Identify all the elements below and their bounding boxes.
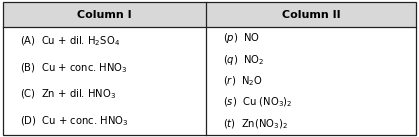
Text: (A)  Cu + dil. H$_2$SO$_4$: (A) Cu + dil. H$_2$SO$_4$: [20, 34, 120, 48]
Text: ($p$)  NO: ($p$) NO: [223, 31, 260, 45]
Bar: [206, 2, 416, 27]
Text: ($t$)  Zn(NO$_3$)$_2$: ($t$) Zn(NO$_3$)$_2$: [223, 117, 288, 131]
Bar: [3, 2, 206, 27]
Text: ($r$)  N$_2$O: ($r$) N$_2$O: [223, 74, 263, 88]
Bar: [3, 27, 416, 135]
Text: Column I: Column I: [78, 10, 132, 20]
Text: Column II: Column II: [282, 10, 340, 20]
Text: (C)  Zn + dil. HNO$_3$: (C) Zn + dil. HNO$_3$: [20, 88, 116, 101]
Text: (B)  Cu + conc. HNO$_3$: (B) Cu + conc. HNO$_3$: [20, 61, 128, 75]
Text: ($s$)  Cu (NO$_3$)$_2$: ($s$) Cu (NO$_3$)$_2$: [223, 96, 292, 109]
Text: ($q$)  NO$_2$: ($q$) NO$_2$: [223, 53, 264, 67]
Text: (D)  Cu + conc. HNO$_3$: (D) Cu + conc. HNO$_3$: [20, 115, 129, 128]
